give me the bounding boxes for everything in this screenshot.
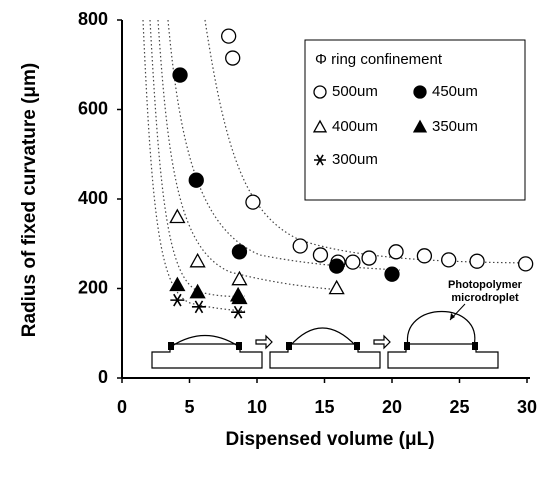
marker [172,67,188,83]
legend-marker [312,119,328,133]
marker [169,208,186,224]
legend [304,39,526,201]
marker [245,194,261,210]
marker [328,258,345,274]
marker [388,244,404,260]
legend-marker [412,119,428,133]
marker [189,283,206,299]
x-tick-label: 10 [247,397,267,417]
marker [292,238,308,254]
marker [220,28,237,44]
y-axis-title: Radius of fixed curvature (μm) [19,63,40,338]
legend-title: Φ ring confinement [315,51,443,68]
x-axis-title: Dispensed volume (μL) [225,429,434,450]
marker [384,266,400,282]
y-tick-label: 200 [78,277,108,297]
x-tick-label: 5 [184,397,194,417]
marker [312,247,329,263]
legend-marker [313,85,327,99]
legend-marker [314,154,326,166]
marker [231,244,248,260]
legend-label: 450um [432,83,478,100]
marker [231,289,248,305]
y-tick-label: 400 [78,188,108,208]
process-diagram [151,303,499,369]
y-tick-label: 0 [98,367,108,387]
marker [416,248,433,264]
marker [188,172,204,188]
marker [231,270,248,286]
legend-label: 500um [332,83,378,100]
marker [170,293,185,307]
annotation: microdroplet [451,292,519,304]
marker [328,279,345,295]
marker [469,253,485,269]
x-tick-label: 0 [117,397,127,417]
marker [191,300,206,314]
marker [441,252,457,268]
legend-label: 400um [332,118,378,135]
marker [518,256,534,272]
legend-label: 300um [332,151,378,168]
x-tick-label: 15 [314,397,334,417]
x-tick-label: 25 [449,397,469,417]
x-tick-label: 20 [382,397,402,417]
marker [189,252,206,268]
y-tick-label: 800 [78,9,108,29]
marker [225,50,241,66]
marker [169,276,186,292]
marker [231,305,246,319]
legend-label: 350um [432,118,478,135]
marker [345,254,361,270]
marker [361,250,377,266]
annotation: Photopolymer [448,279,523,291]
legend-marker [413,85,427,99]
x-tick-label: 30 [517,397,537,417]
y-tick-label: 600 [78,98,108,118]
